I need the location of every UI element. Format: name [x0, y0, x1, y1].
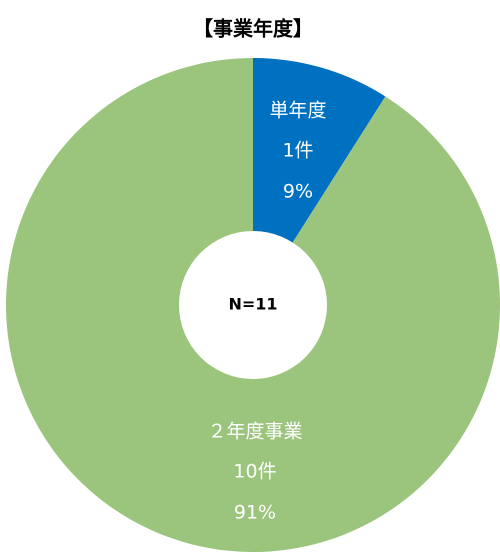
- value-label: 9%: [283, 181, 313, 203]
- slice-label: ２年度事業: [207, 421, 302, 443]
- chart-title: 【事業年度】: [193, 17, 313, 41]
- count-label: 10件: [233, 461, 276, 483]
- slice-label: 単年度: [269, 100, 326, 122]
- value-label: 91%: [234, 502, 276, 524]
- count-label: 1件: [282, 140, 313, 162]
- donut-hole: [179, 231, 327, 379]
- center-label: N=11: [228, 295, 277, 314]
